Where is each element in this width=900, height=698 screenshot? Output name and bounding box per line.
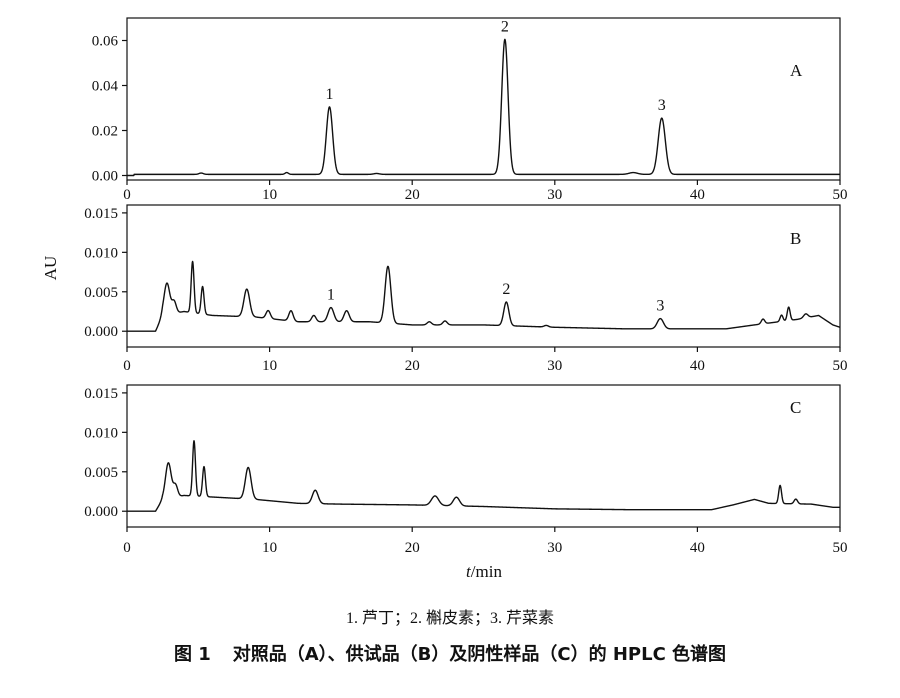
plot-frame [126, 384, 841, 528]
x-tick-label: 0 [123, 540, 131, 556]
x-axis-title-variable: t [466, 562, 472, 581]
panel-letter: C [790, 398, 801, 417]
x-tick-label: 40 [690, 358, 705, 374]
figure-caption: 图 1 对照品（A）、供试品（B）及阴性样品（C）的 HPLC 色谱图 [0, 640, 900, 666]
peak-label: 1 [325, 86, 333, 103]
x-tick-label: 10 [262, 358, 277, 374]
figure-caption-text: 对照品（A）、供试品（B）及阴性样品（C）的 HPLC 色谱图 [232, 644, 727, 665]
panel-letter: A [790, 61, 803, 80]
panel-a-chromatogram: 0 10 20 30 40 50 0.00 0.02 0.04 0.06 1 2 3 A [92, 17, 848, 203]
x-tick-label: 20 [405, 358, 420, 374]
x-tick-label: 10 [262, 187, 277, 203]
x-axis-title: t/min [466, 562, 502, 581]
y-tick-label: 0.005 [84, 285, 118, 301]
y-tick-label: 0.000 [84, 504, 118, 520]
peak-label: 1 [327, 287, 335, 304]
y-tick-label: 0.010 [84, 245, 118, 261]
x-tick-label: 10 [262, 540, 277, 556]
y-tick-label: 0.015 [84, 386, 118, 402]
figure-caption-label: 图 1 [173, 644, 211, 665]
x-axis-title-unit: /min [471, 562, 503, 581]
peak-label: 2 [501, 18, 509, 35]
x-tick-label: 50 [833, 187, 848, 203]
y-tick-label: 0.06 [92, 34, 119, 50]
plot-frame [126, 204, 841, 348]
peak-label: 2 [502, 281, 510, 298]
y-tick-label: 0.02 [92, 124, 118, 140]
x-tick-label: 50 [833, 540, 848, 556]
x-tick-label: 40 [690, 187, 705, 203]
x-tick-label: 20 [405, 540, 420, 556]
y-tick-label: 0.00 [92, 169, 118, 185]
y-tick-label: 0.000 [84, 324, 118, 340]
x-tick-label: 50 [833, 358, 848, 374]
panel-b-chromatogram: 0 10 20 30 40 50 0.000 0.005 0.010 0.015 1 2 3 B [84, 204, 848, 374]
y-tick-label: 0.005 [84, 465, 118, 481]
x-tick-label: 30 [547, 187, 562, 203]
plot-frame [126, 17, 841, 181]
x-tick-label: 20 [405, 187, 420, 203]
x-tick-label: 0 [123, 187, 131, 203]
panel-letter: B [790, 229, 801, 248]
x-tick-label: 40 [690, 540, 705, 556]
y-axis-title: AU [41, 256, 60, 281]
x-tick-label: 0 [123, 358, 131, 374]
peak-label: 3 [658, 97, 666, 114]
peak-legend: 1. 芦丁；2. 槲皮素；3. 芹菜素 [345, 610, 554, 627]
chromatogram-trace [126, 260, 841, 332]
y-tick-label: 0.04 [92, 79, 119, 95]
y-tick-label: 0.015 [84, 206, 118, 222]
y-tick-label: 0.010 [84, 425, 118, 441]
x-tick-label: 30 [547, 540, 562, 556]
x-tick-label: 30 [547, 358, 562, 374]
panel-c-chromatogram: 0 10 20 30 40 50 0.000 0.005 0.010 0.015 C [84, 384, 848, 556]
chromatogram-trace [126, 440, 841, 512]
peak-label: 3 [656, 298, 664, 315]
chromatogram-trace [126, 38, 841, 177]
